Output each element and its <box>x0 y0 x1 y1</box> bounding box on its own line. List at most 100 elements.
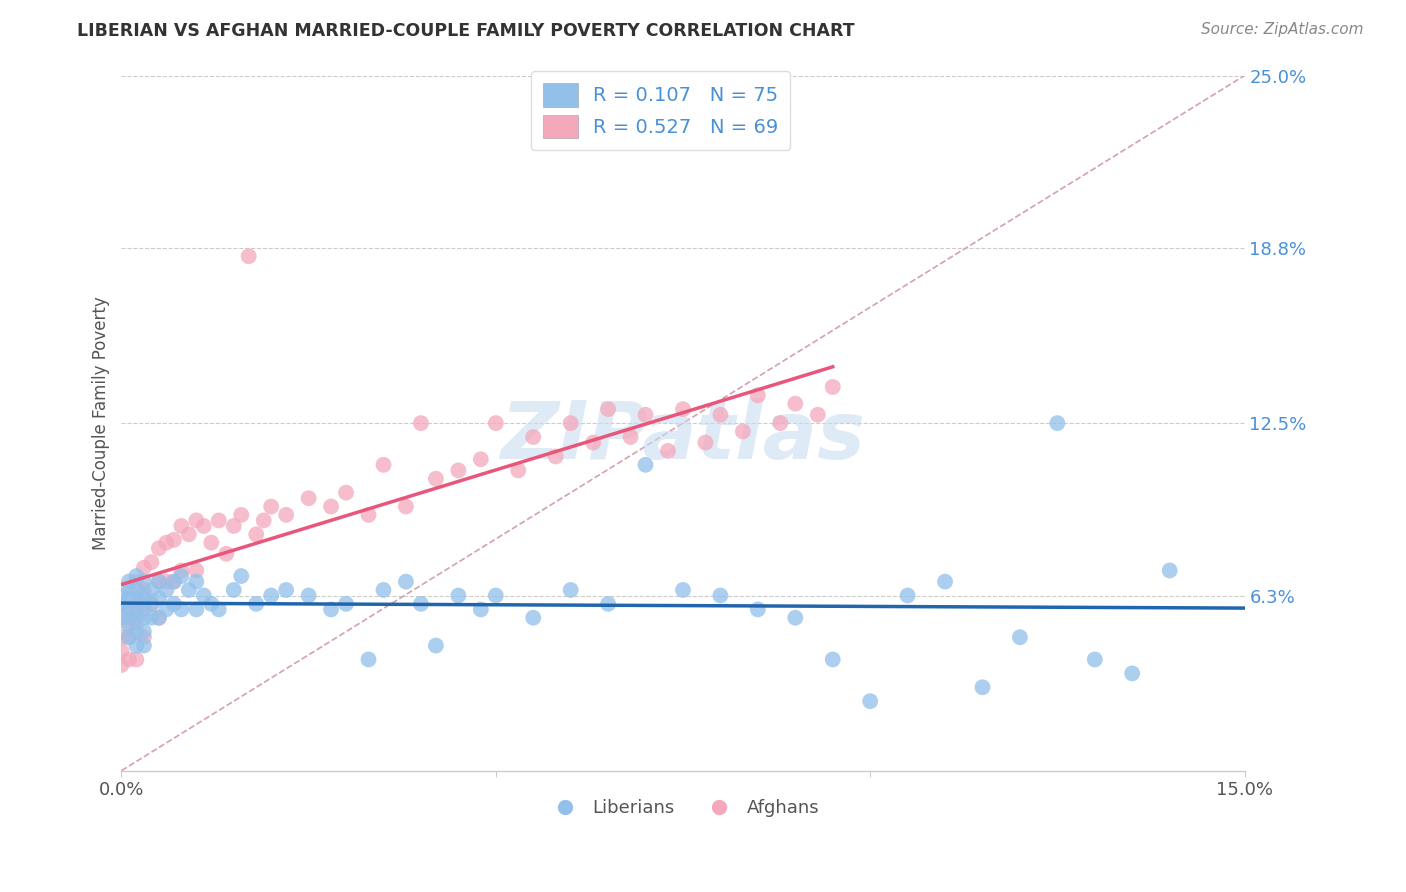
Point <box>1121 666 1143 681</box>
Point <box>447 589 470 603</box>
Point <box>215 547 238 561</box>
Point <box>193 519 215 533</box>
Point <box>163 574 186 589</box>
Point <box>1159 564 1181 578</box>
Point <box>193 589 215 603</box>
Point <box>934 574 956 589</box>
Point <box>395 574 418 589</box>
Point <box>222 582 245 597</box>
Point <box>186 513 208 527</box>
Point <box>132 582 155 597</box>
Point <box>208 513 231 527</box>
Point <box>709 589 731 603</box>
Point <box>125 569 148 583</box>
Point <box>118 574 141 589</box>
Point <box>148 541 170 556</box>
Point <box>170 519 193 533</box>
Point <box>148 574 170 589</box>
Point <box>335 485 357 500</box>
Point <box>298 491 321 506</box>
Point <box>118 619 141 633</box>
Point <box>125 624 148 639</box>
Point <box>619 430 641 444</box>
Point <box>110 644 132 658</box>
Point <box>560 582 582 597</box>
Point <box>276 582 298 597</box>
Point <box>409 416 432 430</box>
Point <box>357 508 380 522</box>
Point <box>672 582 695 597</box>
Point <box>186 574 208 589</box>
Y-axis label: Married-Couple Family Poverty: Married-Couple Family Poverty <box>93 296 110 550</box>
Point <box>155 582 177 597</box>
Point <box>582 435 605 450</box>
Point <box>110 658 132 673</box>
Point <box>118 582 141 597</box>
Point <box>141 597 163 611</box>
Point <box>821 652 844 666</box>
Point <box>148 611 170 625</box>
Point <box>118 602 141 616</box>
Point <box>319 500 342 514</box>
Point <box>132 597 155 611</box>
Point <box>132 630 155 644</box>
Point <box>118 602 141 616</box>
Point <box>155 602 177 616</box>
Point <box>522 430 544 444</box>
Point <box>253 513 276 527</box>
Point <box>132 574 155 589</box>
Point <box>170 564 193 578</box>
Point <box>141 611 163 625</box>
Point <box>132 602 155 616</box>
Point <box>747 602 769 616</box>
Legend: Liberians, Afghans: Liberians, Afghans <box>540 792 827 824</box>
Point <box>200 597 222 611</box>
Point <box>972 680 994 694</box>
Point <box>373 582 395 597</box>
Point <box>859 694 882 708</box>
Text: LIBERIAN VS AFGHAN MARRIED-COUPLE FAMILY POVERTY CORRELATION CHART: LIBERIAN VS AFGHAN MARRIED-COUPLE FAMILY… <box>77 22 855 40</box>
Point <box>141 597 163 611</box>
Point <box>125 639 148 653</box>
Point <box>260 589 283 603</box>
Point <box>522 611 544 625</box>
Point <box>807 408 830 422</box>
Point <box>170 569 193 583</box>
Point <box>132 624 155 639</box>
Point <box>222 519 245 533</box>
Point <box>132 589 155 603</box>
Point <box>245 527 267 541</box>
Point <box>425 639 447 653</box>
Point <box>125 602 148 616</box>
Point <box>409 597 432 611</box>
Point <box>125 574 148 589</box>
Point <box>125 582 148 597</box>
Point <box>141 582 163 597</box>
Point <box>110 597 132 611</box>
Point <box>177 582 200 597</box>
Point <box>125 591 148 606</box>
Point <box>357 652 380 666</box>
Point <box>1046 416 1069 430</box>
Point <box>695 435 717 450</box>
Point <box>231 569 253 583</box>
Point <box>319 602 342 616</box>
Point <box>177 527 200 541</box>
Point <box>785 397 807 411</box>
Text: Source: ZipAtlas.com: Source: ZipAtlas.com <box>1201 22 1364 37</box>
Point <box>485 589 508 603</box>
Point <box>118 630 141 644</box>
Point <box>231 508 253 522</box>
Point <box>148 574 170 589</box>
Text: ZIPatlas: ZIPatlas <box>501 398 866 476</box>
Point <box>634 458 657 472</box>
Point <box>335 597 357 611</box>
Point <box>657 444 679 458</box>
Point <box>544 450 567 464</box>
Point <box>118 630 141 644</box>
Point <box>155 574 177 589</box>
Point <box>110 611 132 625</box>
Point <box>110 630 132 644</box>
Point <box>1008 630 1031 644</box>
Point <box>672 402 695 417</box>
